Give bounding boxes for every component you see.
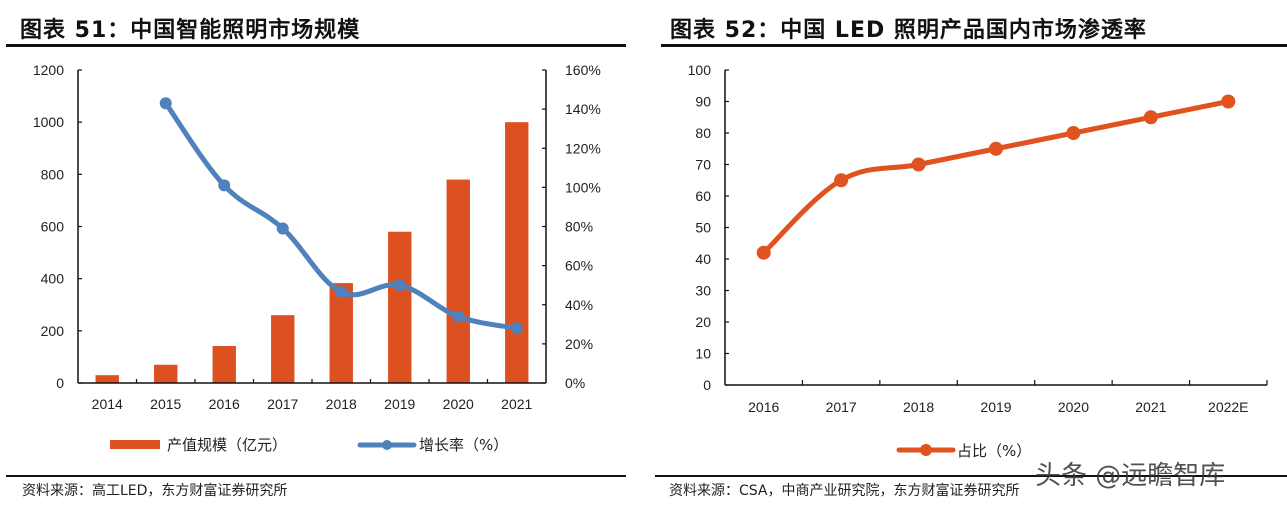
- y-tick-label: 30: [695, 283, 711, 299]
- penetration-point-2020: [1066, 126, 1081, 140]
- y-right-tick-label: 100%: [565, 179, 601, 195]
- bar-2016: [212, 345, 236, 383]
- figure-51-title: 图表 51：中国智能照明市场规模: [20, 18, 361, 43]
- y-tick-label: 0: [703, 377, 711, 393]
- x-tick-label: 2014: [92, 396, 123, 412]
- penetration-point-2021: [1143, 110, 1158, 125]
- y-right-tick-label: 40%: [565, 297, 593, 313]
- x-tick-label: 2020: [443, 396, 474, 412]
- growth-point-2019: [393, 279, 406, 292]
- y-left-tick-label: 200: [41, 323, 65, 339]
- penetration-point-2019: [989, 141, 1003, 156]
- x-tick-label: 2017: [826, 399, 857, 415]
- source-divider: [6, 475, 626, 477]
- y-right-tick-label: 0%: [565, 375, 585, 391]
- y-right-tick-label: 80%: [565, 219, 593, 235]
- legend-swatch-marker: [382, 440, 392, 450]
- legend-swatch-marker: [920, 444, 932, 456]
- y-tick-label: 20: [695, 314, 711, 330]
- y-right-tick-label: 60%: [565, 258, 593, 274]
- penetration-rate-chart: 0 10 20 30 40 50 60 70 80 90 100 2016 2017 2018 2019 20…: [688, 62, 1268, 460]
- x-tick-label: 2020: [1058, 399, 1089, 415]
- y-left-tick-label: 1000: [33, 114, 64, 130]
- y-tick-label: 70: [695, 157, 711, 173]
- y-tick-label: 80: [695, 125, 711, 141]
- market-size-chart: 0 200 400 600 800 1000 1200 0% 20% 40% 60% 80% 100% 1…: [33, 62, 601, 454]
- x-tick-label: 2016: [748, 399, 779, 415]
- y-tick-label: 40: [695, 251, 711, 267]
- legend-swatch-bar: [110, 440, 160, 449]
- bar-2018: [329, 283, 353, 383]
- y-tick-label: 100: [688, 62, 712, 78]
- figure-51-source: 资料来源：高工LED，东方财富证券研究所: [22, 483, 288, 499]
- x-tick-label: 2021: [501, 396, 532, 412]
- penetration-point-2018: [911, 157, 926, 172]
- growth-point-2018: [335, 286, 348, 299]
- legend-label-output: 产值规模（亿元）: [167, 436, 287, 454]
- y-tick-label: 10: [695, 346, 711, 362]
- watermark: 头条 @远瞻智库: [1035, 461, 1226, 491]
- bar-2019: [388, 231, 412, 383]
- figure-52-panel: 图表 52：中国 LED 照明产品国内市场渗透率 0 10 20 30 40 50 60 70…: [655, 0, 1287, 509]
- growth-point-2015: [159, 97, 172, 110]
- x-tick-label: 2021: [1135, 399, 1166, 415]
- y-left-tick-label: 0: [56, 375, 64, 391]
- y-left-tick-label: 600: [41, 219, 65, 235]
- x-tick-label: 2016: [209, 396, 240, 412]
- bar-2020: [446, 179, 470, 383]
- y-left-tick-label: 400: [41, 271, 65, 287]
- penetration-point-2022E: [1221, 94, 1236, 109]
- figure-51-panel: 图表 51：中国智能照明市场规模 0 200 400 600 800 1000 1200 0%…: [0, 0, 630, 509]
- growth-point-2020: [452, 310, 465, 323]
- x-tick-label: 2019: [980, 399, 1011, 415]
- x-tick-label: 2018: [903, 399, 934, 415]
- growth-point-2017: [276, 222, 289, 235]
- title-divider: [661, 44, 1287, 47]
- legend-label-share: 占比（%）: [957, 442, 1031, 460]
- x-tick-label: 2015: [150, 396, 181, 412]
- penetration-point-2016: [756, 245, 771, 260]
- y-left-tick-label: 1200: [33, 62, 64, 78]
- x-tick-label: 2022E: [1208, 399, 1248, 415]
- y-tick-label: 90: [695, 94, 711, 110]
- x-tick-label: 2018: [326, 396, 357, 412]
- y-tick-label: 50: [695, 220, 711, 236]
- figure-52-source: 资料来源：CSA，中商产业研究院，东方财富证券研究所: [669, 483, 1020, 499]
- y-right-tick-label: 160%: [565, 62, 601, 78]
- legend-label-growth: 增长率（%）: [419, 436, 508, 454]
- growth-point-2021: [510, 322, 523, 335]
- y-tick-label: 60: [695, 188, 711, 204]
- bar-2017: [271, 315, 295, 383]
- y-right-tick-label: 20%: [565, 336, 593, 352]
- growth-point-2016: [218, 179, 231, 192]
- title-divider: [6, 44, 626, 47]
- penetration-line: [761, 99, 1231, 256]
- y-right-tick-label: 140%: [565, 101, 601, 117]
- y-right-tick-label: 120%: [565, 140, 601, 156]
- bar-2014: [95, 375, 119, 383]
- figure-52-title: 图表 52：中国 LED 照明产品国内市场渗透率: [670, 18, 1147, 43]
- x-tick-label: 2019: [384, 396, 415, 412]
- penetration-point-2017: [834, 173, 849, 188]
- y-left-tick-label: 800: [41, 166, 65, 182]
- bar-2021: [505, 122, 529, 384]
- x-tick-label: 2017: [267, 396, 298, 412]
- source-divider: [655, 475, 1287, 477]
- bar-2015: [154, 364, 178, 383]
